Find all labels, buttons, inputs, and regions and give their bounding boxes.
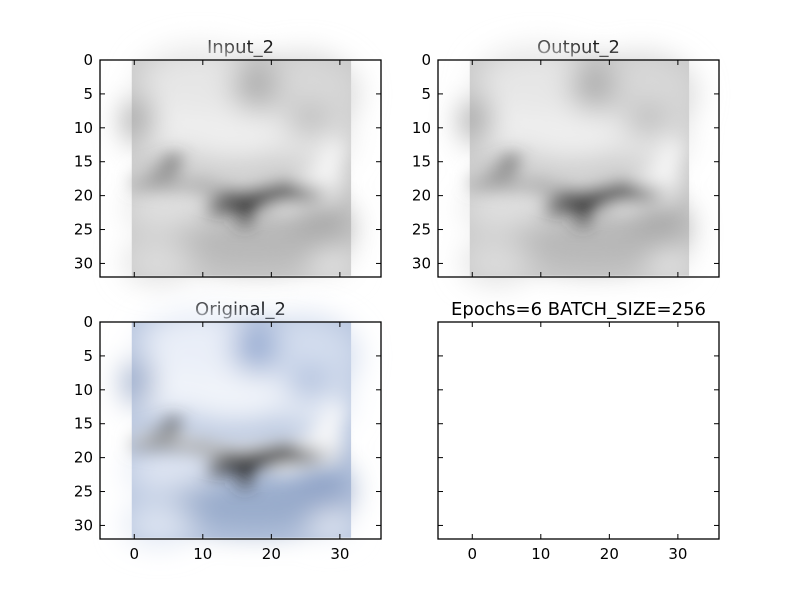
y-tick-label: 25 (74, 221, 93, 239)
y-ticks: 0 5 10 15 20 25 30 (74, 313, 381, 534)
x-tick-label: 30 (330, 545, 349, 563)
y-tick-label: 30 (412, 254, 431, 272)
panel-empty: Epochs=6 BATCH_SIZE=256 0 10 20 30 (437, 299, 720, 563)
x-ticks (471, 60, 679, 277)
axes-frame (437, 59, 720, 278)
x-tick-label: 0 (129, 545, 139, 563)
y-tick-label: 15 (412, 153, 431, 171)
x-ticks: 0 10 20 30 (129, 322, 349, 563)
y-tick-label: 0 (421, 51, 431, 69)
panel-image (125, 47, 358, 282)
panel-image (463, 47, 696, 282)
axes-frame (437, 321, 720, 540)
x-tick-label: 10 (193, 545, 212, 563)
y-tick-label: 5 (83, 85, 93, 103)
y-tick-label: 0 (83, 313, 93, 331)
y-ticks: 0 5 10 15 20 25 30 (74, 51, 381, 272)
panel-image (125, 309, 358, 544)
y-tick-label: 30 (74, 516, 93, 534)
axes-frame (99, 321, 382, 540)
y-tick-label: 10 (74, 381, 93, 399)
y-tick-label: 25 (74, 483, 93, 501)
y-tick-label: 15 (74, 153, 93, 171)
x-tick-label: 10 (531, 545, 550, 563)
y-tick-label: 15 (74, 415, 93, 433)
y-tick-label: 25 (412, 221, 431, 239)
x-ticks (133, 60, 341, 277)
x-tick-label: 20 (262, 545, 281, 563)
panel-title: Epochs=6 BATCH_SIZE=256 (451, 299, 706, 320)
x-tick-label: 0 (467, 545, 477, 563)
y-ticks: 0 5 10 15 20 25 30 (412, 51, 719, 272)
y-tick-label: 10 (74, 119, 93, 137)
y-tick-label: 20 (74, 449, 93, 467)
x-tick-label: 20 (600, 545, 619, 563)
y-tick-label: 20 (74, 187, 93, 205)
y-tick-label: 10 (412, 119, 431, 137)
y-tick-label: 5 (83, 347, 93, 365)
y-tick-label: 30 (74, 254, 93, 272)
x-ticks: 0 10 20 30 (467, 322, 687, 563)
y-ticks (438, 321, 719, 526)
y-tick-label: 0 (83, 51, 93, 69)
x-tick-label: 30 (668, 545, 687, 563)
axes-frame (99, 59, 382, 278)
y-tick-label: 20 (412, 187, 431, 205)
y-tick-label: 5 (421, 85, 431, 103)
